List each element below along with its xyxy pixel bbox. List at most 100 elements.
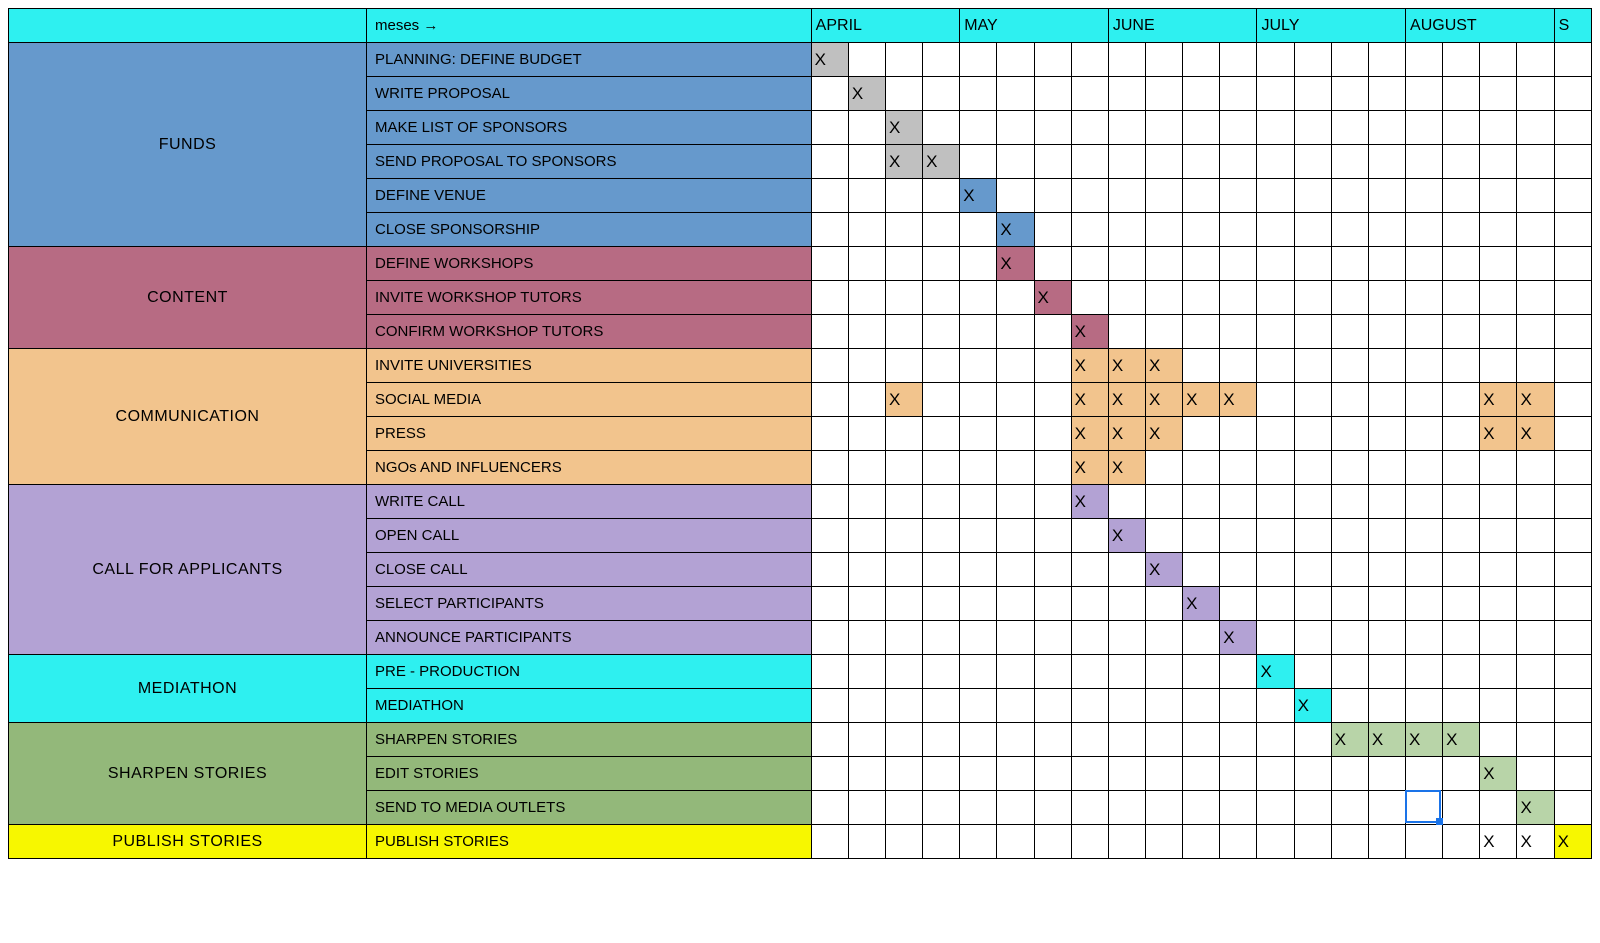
task-cell[interactable]: EDIT STORIES (367, 757, 812, 791)
week-cell[interactable] (1331, 655, 1368, 689)
gantt-table[interactable]: meses →APRILMAYJUNEJULYAUGUSTSFUNDSPLANN… (8, 8, 1592, 859)
week-cell[interactable] (1517, 723, 1554, 757)
week-cell[interactable] (885, 417, 922, 451)
week-cell[interactable]: X (1443, 723, 1480, 757)
week-cell[interactable] (1034, 451, 1071, 485)
week-cell[interactable] (1071, 213, 1108, 247)
week-cell[interactable] (923, 349, 960, 383)
week-cell[interactable] (1368, 825, 1405, 859)
week-cell[interactable] (1331, 757, 1368, 791)
week-cell[interactable]: X (885, 111, 922, 145)
week-cell[interactable] (1146, 111, 1183, 145)
week-cell[interactable] (1257, 689, 1294, 723)
week-cell[interactable] (1146, 315, 1183, 349)
week-cell[interactable] (1368, 655, 1405, 689)
week-cell[interactable] (1517, 315, 1554, 349)
week-cell[interactable] (923, 111, 960, 145)
week-cell[interactable] (1406, 689, 1443, 723)
week-cell[interactable] (1220, 553, 1257, 587)
week-cell[interactable] (1443, 655, 1480, 689)
week-cell[interactable] (1406, 451, 1443, 485)
week-cell[interactable]: X (885, 383, 922, 417)
week-cell[interactable] (960, 281, 997, 315)
week-cell[interactable] (1146, 247, 1183, 281)
week-cell[interactable] (1220, 757, 1257, 791)
week-cell[interactable] (1406, 621, 1443, 655)
week-cell[interactable]: X (1294, 689, 1331, 723)
week-cell[interactable] (1071, 757, 1108, 791)
week-cell[interactable] (1146, 587, 1183, 621)
week-cell[interactable] (1220, 655, 1257, 689)
week-cell[interactable] (811, 621, 848, 655)
week-cell[interactable] (885, 621, 922, 655)
week-cell[interactable] (1443, 77, 1480, 111)
week-cell[interactable] (848, 213, 885, 247)
category-cell[interactable]: FUNDS (9, 43, 367, 247)
week-cell[interactable] (1406, 757, 1443, 791)
week-cell[interactable] (1071, 791, 1108, 825)
week-cell[interactable] (923, 587, 960, 621)
week-cell[interactable]: X (1034, 281, 1071, 315)
week-cell[interactable] (1294, 179, 1331, 213)
week-cell[interactable] (848, 315, 885, 349)
week-cell[interactable] (1554, 451, 1591, 485)
week-cell[interactable] (848, 791, 885, 825)
week-cell[interactable] (997, 587, 1034, 621)
week-cell[interactable] (997, 689, 1034, 723)
week-cell[interactable] (960, 655, 997, 689)
week-cell[interactable] (1554, 349, 1591, 383)
week-cell[interactable] (1368, 553, 1405, 587)
week-cell[interactable]: X (1071, 485, 1108, 519)
week-cell[interactable] (1406, 587, 1443, 621)
week-cell[interactable] (848, 349, 885, 383)
week-cell[interactable] (1183, 281, 1220, 315)
week-cell[interactable] (1517, 179, 1554, 213)
week-cell[interactable] (1554, 281, 1591, 315)
week-cell[interactable] (923, 655, 960, 689)
week-cell[interactable] (1294, 281, 1331, 315)
week-cell[interactable] (1034, 417, 1071, 451)
week-cell[interactable] (923, 179, 960, 213)
week-cell[interactable]: X (1071, 451, 1108, 485)
week-cell[interactable] (1146, 213, 1183, 247)
week-cell[interactable] (1071, 43, 1108, 77)
week-cell[interactable] (1183, 77, 1220, 111)
week-cell[interactable] (1071, 689, 1108, 723)
week-cell[interactable] (1034, 315, 1071, 349)
week-cell[interactable] (848, 587, 885, 621)
week-cell[interactable] (848, 43, 885, 77)
week-cell[interactable] (923, 451, 960, 485)
week-cell[interactable] (1257, 315, 1294, 349)
week-cell[interactable] (960, 145, 997, 179)
week-cell[interactable] (1257, 213, 1294, 247)
week-cell[interactable] (1517, 77, 1554, 111)
week-cell[interactable] (997, 757, 1034, 791)
week-cell[interactable] (960, 621, 997, 655)
week-cell[interactable] (1257, 791, 1294, 825)
week-cell[interactable] (1220, 145, 1257, 179)
week-cell[interactable] (1183, 757, 1220, 791)
week-cell[interactable] (997, 655, 1034, 689)
week-cell[interactable] (1443, 757, 1480, 791)
week-cell[interactable] (997, 43, 1034, 77)
week-cell[interactable] (1443, 451, 1480, 485)
week-cell[interactable]: X (1146, 383, 1183, 417)
week-cell[interactable] (1368, 77, 1405, 111)
week-cell[interactable] (960, 689, 997, 723)
week-cell[interactable] (1406, 179, 1443, 213)
week-cell[interactable] (1183, 621, 1220, 655)
week-cell[interactable] (1257, 485, 1294, 519)
week-cell[interactable] (1517, 281, 1554, 315)
week-cell[interactable] (811, 77, 848, 111)
week-cell[interactable] (923, 757, 960, 791)
week-cell[interactable] (1071, 553, 1108, 587)
week-cell[interactable] (811, 553, 848, 587)
task-cell[interactable]: CONFIRM WORKSHOP TUTORS (367, 315, 812, 349)
week-cell[interactable] (1257, 757, 1294, 791)
week-cell[interactable] (1331, 383, 1368, 417)
week-cell[interactable] (1368, 451, 1405, 485)
week-cell[interactable] (1294, 77, 1331, 111)
week-cell[interactable]: X (1554, 825, 1591, 859)
week-cell[interactable] (1517, 519, 1554, 553)
week-cell[interactable]: X (1146, 349, 1183, 383)
